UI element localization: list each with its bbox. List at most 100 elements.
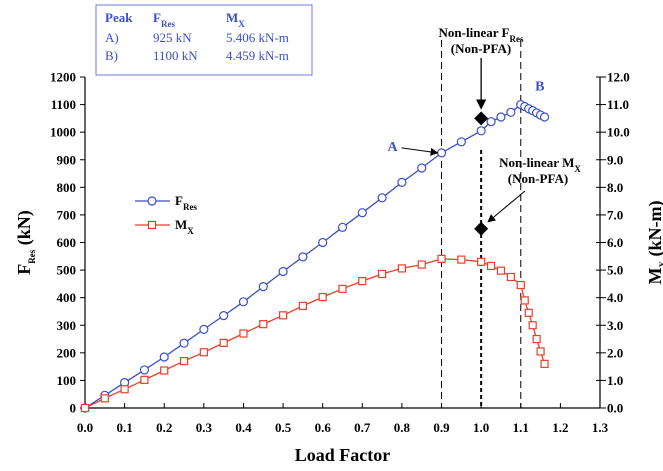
x-tick-label: 0.4: [235, 420, 252, 435]
peak-table-header-part: F: [153, 10, 161, 25]
y-axis-left-title: FRes (kN): [14, 210, 37, 275]
data-point-mx: [528, 321, 537, 330]
series-line-fres: [84, 103, 545, 409]
data-point-fres: [258, 282, 268, 292]
peak-table-cell: 4.459 kN-m: [226, 48, 289, 63]
data-point-mx: [219, 338, 228, 348]
y-left-tick-label: 500: [57, 263, 77, 278]
y-right-tick-label: 0.0: [607, 401, 623, 416]
data-point-mx: [199, 348, 208, 357]
peak-table-header-part: X: [238, 19, 245, 29]
y-axis-right-title-part: (kN-m): [645, 201, 663, 262]
data-point-mx: [358, 277, 367, 286]
data-point-fres: [397, 177, 407, 187]
annotation-nonlinear-fres-line1-part: Non-linear F: [439, 25, 510, 40]
annotation-nonlinear-fres-line2: (Non-PFA): [451, 41, 511, 56]
annotation-nonlinear-fres-line1: Non-linear FRes: [439, 25, 524, 44]
annotation-nonlinear-mx-line1-part: X: [574, 164, 581, 174]
data-point-fres: [456, 137, 466, 147]
nonlinear-point-fres: [474, 111, 489, 126]
data-point-mx: [486, 261, 496, 271]
x-tick-label: 0.9: [433, 420, 450, 435]
y-right-tick-label: 1.0: [607, 373, 623, 388]
data-point-fres: [337, 222, 348, 232]
data-point-mx: [477, 257, 486, 266]
data-point-mx: [298, 301, 307, 311]
y-right-tick-label: 11.0: [607, 97, 629, 112]
legend-label-fres-part: Res: [183, 202, 197, 212]
y-right-tick-label: 7.0: [607, 207, 623, 222]
legend-marker-fres: [147, 196, 157, 206]
peak-table-cell: 1100 kN: [153, 48, 198, 63]
y-left-tick-label: 800: [57, 180, 77, 195]
y-right-tick-label: 9.0: [607, 152, 623, 167]
data-point-mx: [318, 293, 327, 302]
legend-label-fres-part: F: [175, 193, 183, 208]
data-point-fres: [496, 112, 506, 122]
peak-table-cell: 5.406 kN-m: [226, 30, 289, 45]
annotation-nonlinear-mx-line1-part: Non-linear M: [499, 155, 574, 170]
data-point-fres: [238, 297, 249, 307]
x-tick-label: 0.5: [275, 420, 292, 435]
data-point-fres: [159, 352, 169, 362]
data-point-fres: [139, 365, 150, 375]
x-tick-label: 0.8: [394, 420, 411, 435]
label-B: B: [535, 80, 544, 95]
x-tick-label: 1.0: [473, 420, 489, 435]
data-point-mx: [536, 347, 545, 356]
x-tick-label: 0.1: [116, 420, 132, 435]
annotation-nonlinear-mx-line1: Non-linear MX: [499, 155, 581, 174]
y-left-tick-label: 0: [70, 401, 77, 416]
y-right-tick-label: 4.0: [607, 290, 623, 305]
data-point-mx: [520, 296, 529, 305]
data-point-fres: [199, 324, 209, 334]
annotation-nonlinear-mx-line2: (Non-PFA): [508, 171, 568, 186]
y-left-tick-label: 400: [57, 290, 77, 305]
x-tick-label: 0.0: [77, 420, 93, 435]
peak-table-box: [95, 4, 313, 76]
y-axis-right-title-part: M: [645, 268, 663, 285]
peak-table-cell: B): [105, 48, 118, 63]
peak-table-cell: A): [105, 30, 119, 45]
x-tick-label: 0.7: [354, 420, 371, 435]
data-point-fres: [436, 148, 447, 158]
data-point-mx: [496, 266, 506, 275]
peak-table-header-part: M: [226, 10, 238, 25]
data-point-fres: [219, 310, 229, 321]
y-axis-left-title-part: (kN): [14, 210, 35, 250]
nonlinear-point-mx: [474, 221, 489, 236]
x-tick-label: 0.6: [315, 420, 332, 435]
data-point-mx: [278, 311, 288, 320]
y-left-tick-label: 1000: [50, 125, 76, 140]
y-left-tick-label: 1200: [50, 70, 76, 85]
peak-table-header-part: Peak: [105, 10, 133, 25]
data-point-fres: [486, 117, 496, 127]
y-left-tick-label: 200: [57, 345, 77, 360]
label-A: A: [387, 140, 398, 155]
peak-table-header: Peak: [105, 10, 133, 25]
annotation-nonlinear-fres-line1-part: Res: [509, 34, 523, 44]
data-point-mx: [259, 320, 268, 329]
y-right-tick-label: 8.0: [607, 180, 623, 195]
peak-table-cell: 925 kN: [153, 30, 192, 45]
legend-label-mx-part: X: [187, 226, 194, 236]
y-right-tick-label: 2.0: [607, 345, 623, 360]
data-point-mx: [160, 366, 169, 375]
data-point-mx: [524, 308, 533, 317]
y-left-tick-label: 600: [57, 235, 77, 250]
x-tick-label: 0.3: [196, 420, 213, 435]
y-left-tick-label: 300: [57, 318, 77, 333]
x-tick-label: 1.2: [552, 420, 568, 435]
data-point-fres: [298, 252, 308, 262]
data-point-fres: [357, 208, 367, 218]
y-axis-left-title-part: Res: [27, 249, 37, 263]
data-point-fres: [417, 163, 427, 173]
legend-marker-mx: [147, 220, 157, 230]
data-point-mx: [120, 385, 129, 394]
legend-label-mx: MX: [175, 217, 194, 236]
data-point-mx: [80, 403, 90, 413]
data-point-mx: [179, 357, 189, 366]
x-tick-label: 1.1: [513, 420, 529, 435]
y-right-tick-label: 12.0: [607, 70, 630, 85]
